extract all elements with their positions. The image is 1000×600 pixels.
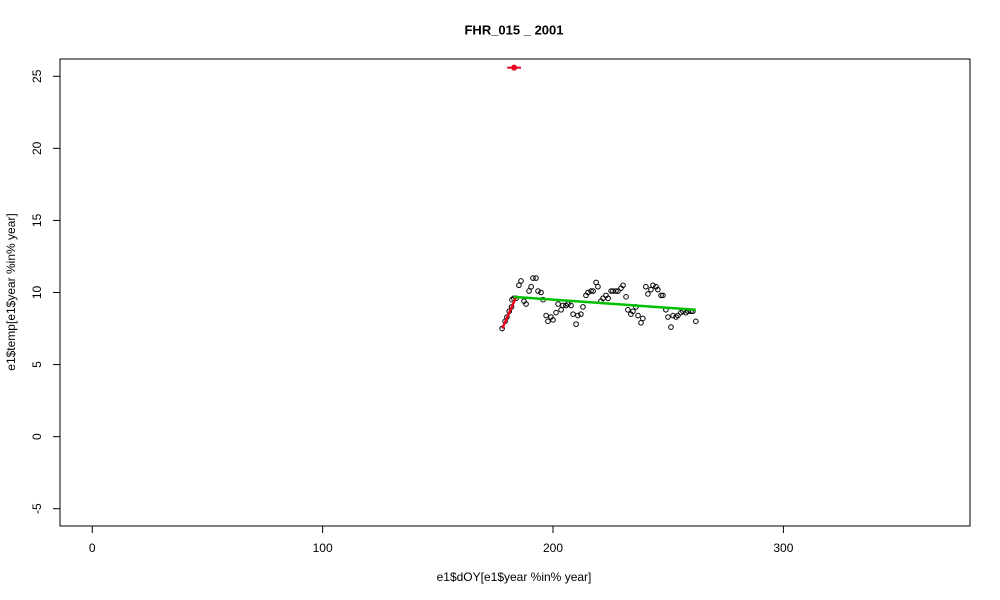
point (613, 288, 619, 294)
point (665, 314, 671, 320)
point (590, 288, 596, 294)
x-axis-label: e1$dOY[e1$year %in% year] (437, 570, 592, 584)
point (588, 288, 594, 294)
point (555, 301, 561, 307)
point (693, 318, 699, 325)
point (530, 275, 536, 281)
point (543, 312, 549, 319)
point (518, 278, 524, 284)
point (595, 283, 601, 290)
point (655, 286, 661, 293)
point (643, 283, 649, 290)
x-tick-label: 100 (313, 541, 333, 555)
point (550, 317, 556, 323)
chart-title: FHR_015 _ 2001 (464, 22, 563, 37)
point (568, 302, 574, 309)
point (660, 292, 666, 299)
point (545, 318, 551, 325)
point (585, 289, 591, 296)
point (573, 321, 579, 328)
point (560, 302, 566, 309)
point (528, 283, 534, 290)
fit-line (501, 296, 518, 330)
point (623, 294, 629, 300)
point (605, 295, 611, 302)
plot-box (59, 58, 971, 527)
point (580, 304, 586, 310)
x-tick-label: 300 (773, 541, 793, 555)
y-axis-label: e1$temp[e1$year %in% year] (4, 213, 18, 370)
point (648, 286, 654, 293)
y-tick-label: 0 (30, 433, 44, 440)
point (625, 306, 631, 313)
point (535, 288, 541, 294)
x-tick-label: 0 (89, 541, 96, 555)
fit-line (513, 295, 696, 312)
point (668, 324, 674, 330)
point (620, 282, 626, 289)
y-tick-label: 25 (30, 69, 44, 83)
point (615, 288, 621, 294)
y-tick-label: -5 (30, 503, 44, 514)
point (635, 312, 641, 319)
point (523, 301, 529, 307)
point (553, 309, 559, 316)
point (630, 308, 636, 315)
y-tick-label: 10 (30, 286, 44, 300)
point (533, 275, 539, 281)
point (658, 292, 664, 299)
point (578, 311, 584, 317)
point (650, 282, 656, 289)
point (516, 282, 522, 289)
y-tick-label: 5 (30, 361, 44, 368)
point (640, 315, 646, 322)
point (675, 312, 681, 319)
point (645, 291, 651, 297)
point (538, 289, 544, 296)
point (575, 312, 581, 319)
point (570, 311, 576, 317)
point (526, 288, 532, 294)
x-tick-label: 200 (543, 541, 563, 555)
point (511, 64, 518, 71)
y-tick-label: 15 (30, 213, 44, 227)
y-tick-label: 20 (30, 141, 44, 155)
